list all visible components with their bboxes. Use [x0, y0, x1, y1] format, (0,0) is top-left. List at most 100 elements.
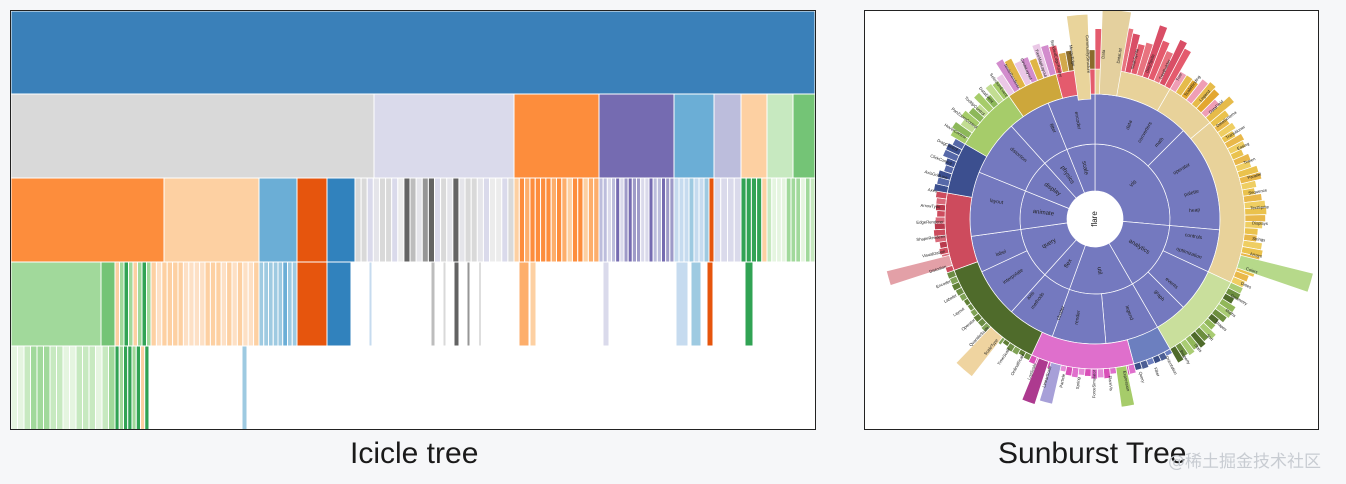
- icicle-node-108: [132, 261, 138, 347]
- icicle-node-7: [740, 93, 768, 179]
- icicle-node-16: [360, 177, 368, 263]
- icicle-node-27: [427, 177, 435, 263]
- sunburst-spike-0: [1066, 13, 1092, 101]
- icicle-node-84: [720, 177, 728, 263]
- sunburst-leaf-label-1: DataList: [1115, 47, 1122, 64]
- icicle-node-26: [421, 177, 429, 263]
- icicle-node-147: [478, 261, 482, 347]
- sunburst-outer-label-7: label: [995, 249, 1007, 258]
- icicle-node-55: [587, 177, 595, 263]
- icicle-node-60: [611, 177, 617, 263]
- sunburst-outer-label-8: layout: [989, 198, 1004, 206]
- icicle-node-83: [713, 177, 722, 263]
- icicle-node-173: [123, 345, 129, 429]
- icicle-node-111: [146, 261, 152, 347]
- icicle-node-18: [372, 177, 380, 263]
- icicle-node-37: [489, 177, 497, 263]
- sunburst-leaf-label-13: Parallel: [1247, 172, 1262, 180]
- icicle-node-139: [291, 261, 298, 347]
- icicle-node-115: [166, 261, 174, 347]
- icicle-node-1: [11, 93, 375, 179]
- icicle-node-54: [582, 177, 589, 263]
- sunburst-outer-label-0: data: [1125, 119, 1134, 130]
- icicle-node-65: [631, 177, 637, 263]
- sunburst-leaf-label-64: CommunityStructure: [1085, 35, 1092, 74]
- icicle-node-8: [766, 93, 794, 179]
- sunburst-leaf-label-35: LinearScale: [1041, 365, 1052, 388]
- icicle-node-74: [669, 177, 675, 263]
- icicle-node-82: [708, 177, 715, 263]
- icicle-node-118: [182, 261, 190, 347]
- icicle-node-46: [540, 177, 547, 263]
- sunburst-level1-label-2: util: [1096, 267, 1103, 275]
- icicle-node-81: [703, 177, 710, 263]
- icicle-node-137: [282, 261, 288, 347]
- icicle-node-20: [385, 177, 393, 263]
- icicle-node-112: [150, 261, 157, 347]
- icicle-node-85: [727, 177, 735, 263]
- sunburst-tree-panel: flare vis analytics util flex query animate dis…: [864, 10, 1319, 430]
- icicle-node-121: [199, 261, 206, 347]
- icicle-node-88: [745, 177, 752, 263]
- icicle-node-40: [507, 177, 515, 263]
- icicle-node-72: [661, 177, 667, 263]
- icicle-node-132: [258, 261, 265, 347]
- icicle-node-80: [698, 177, 705, 263]
- icicle-node-61: [615, 177, 621, 263]
- icicle-node-5: [673, 93, 715, 179]
- icicle-node-76: [678, 177, 685, 263]
- icicle-node-155: [11, 345, 18, 429]
- icicle-node-175: [131, 345, 137, 429]
- icicle-node-28: [434, 177, 442, 263]
- icicle-tree-caption: Icicle tree: [350, 437, 479, 470]
- icicle-node-17: [366, 177, 374, 263]
- icicle-node-69: [648, 177, 654, 263]
- sunburst-leaf-label-28: Filter: [1153, 367, 1161, 378]
- icicle-node-172: [118, 345, 124, 429]
- icicle-node-75: [673, 177, 680, 263]
- icicle-node-29: [440, 177, 448, 263]
- icicle-node-43: [524, 177, 531, 263]
- sunburst-outer-label-18: cluster: [1056, 305, 1067, 321]
- icicle-node-64: [627, 177, 633, 263]
- icicle-node-145: [453, 261, 460, 347]
- icicle-node-52: [571, 177, 579, 263]
- sunburst-level1-label-0: vis: [1129, 179, 1138, 188]
- icicle-node-130: [247, 261, 255, 347]
- sunburst-spike-7: [1115, 365, 1135, 408]
- icicle-node-78: [688, 177, 695, 263]
- sunburst-leaf-label-30: Expression: [1122, 370, 1131, 392]
- icicle-node-6: [713, 93, 742, 179]
- icicle-node-165: [75, 345, 83, 429]
- sunburst-leaf-label-47: ShapeRenderer: [916, 234, 947, 242]
- icicle-node-3: [513, 93, 600, 179]
- icicle-node-58: [602, 177, 608, 263]
- sunburst-leaf-label-43: Labeler: [943, 292, 958, 303]
- icicle-node-159: [36, 345, 44, 429]
- icicle-node-95: [780, 177, 787, 263]
- sunburst-tree-graphic: flarevisanalyticsutilflexqueryanimatedis…: [885, 11, 1314, 408]
- icicle-node-47: [545, 177, 552, 263]
- icicle-node-148: [518, 261, 530, 347]
- icicle-node-122: [204, 261, 211, 347]
- sunburst-outer-label-5: render: [1074, 310, 1082, 326]
- icicle-node-127: [231, 261, 238, 347]
- icicle-node-161: [49, 345, 57, 429]
- icicle-node-12: [258, 177, 298, 263]
- sunburst-leaf-label-20: Dates: [1240, 281, 1252, 290]
- sunburst-sector-5-leaf-3: [1109, 367, 1117, 375]
- icicle-node-119: [188, 261, 195, 347]
- sunburst-leaf-label-19: Colors: [1245, 266, 1258, 275]
- icicle-node-24: [409, 177, 417, 263]
- icicle-node-152: [690, 261, 702, 347]
- icicle-node-154: [744, 261, 754, 347]
- sunburst-spike-5: [1021, 357, 1050, 405]
- icicle-node-66: [636, 177, 642, 263]
- sunburst-leaf-label-32: ForceSimulator: [1091, 369, 1096, 398]
- icicle-node-107: [128, 261, 134, 347]
- icicle-tree-graphic: [11, 11, 815, 429]
- sunburst-sector-7-leaf-9: [936, 210, 946, 218]
- icicle-node-150: [602, 261, 610, 347]
- sunburst-leaf-label-50: Axes: [928, 187, 938, 194]
- icicle-node-68: [644, 177, 650, 263]
